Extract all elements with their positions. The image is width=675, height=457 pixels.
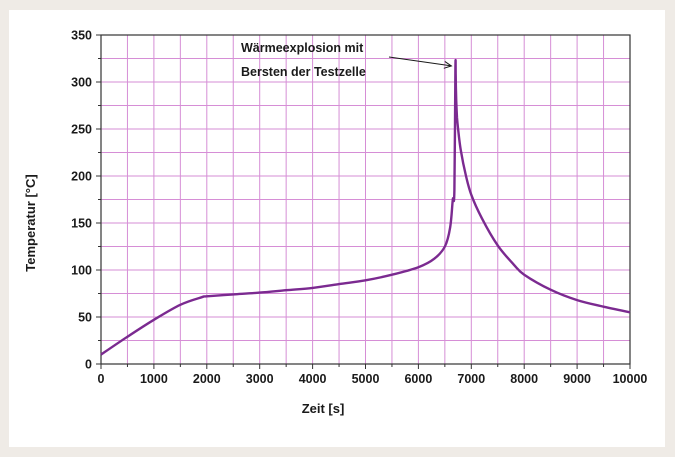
- x-tick-label: 9000: [563, 372, 591, 386]
- x-tick-label: 0: [98, 372, 105, 386]
- chart-panel: 0 1000 2000 3000 4000 5000 6000 7000 8000 9000 100…: [9, 10, 665, 447]
- x-tick-label: 8000: [510, 372, 538, 386]
- y-axis-title: Temperatur [°C]: [23, 174, 38, 271]
- temperature-curve: [100, 59, 631, 356]
- y-tick-label: 200: [71, 170, 92, 184]
- x-tick-label: 6000: [404, 372, 432, 386]
- x-tick-label: 5000: [352, 372, 380, 386]
- y-tick-label: 0: [85, 358, 92, 372]
- x-tick-label: 7000: [457, 372, 485, 386]
- y-tick-label: 100: [71, 264, 92, 278]
- x-tick-label: 1000: [140, 372, 168, 386]
- temperature-chart: 0 1000 2000 3000 4000 5000 6000 7000 8000 9000 100…: [23, 29, 648, 417]
- x-tick-label: 4000: [299, 372, 327, 386]
- axes: [96, 34, 631, 369]
- grid: [101, 35, 630, 364]
- x-tick-label: 10000: [613, 372, 648, 386]
- annotation-line-2: Bersten der Testzelle: [241, 65, 366, 79]
- annotation-arrowhead: [443, 60, 453, 69]
- x-axis-title: Zeit [s]: [302, 401, 345, 416]
- annotation-arrow: [388, 56, 452, 67]
- y-tick-labels: 0 50 100 150 200 250 300 350: [71, 29, 92, 372]
- x-tick-label: 2000: [193, 372, 221, 386]
- y-tick-label: 50: [78, 311, 92, 325]
- y-tick-label: 350: [71, 29, 92, 43]
- y-tick-label: 250: [71, 123, 92, 137]
- y-tick-label: 150: [71, 217, 92, 231]
- annotation-line-1: Wärmeexplosion mit: [241, 41, 364, 55]
- x-tick-labels: 0 1000 2000 3000 4000 5000 6000 7000 8000 9000 100…: [98, 372, 648, 386]
- y-tick-label: 300: [71, 76, 92, 90]
- x-tick-label: 3000: [246, 372, 274, 386]
- annotation: Wärmeexplosion mit Bersten der Testzelle: [241, 41, 453, 79]
